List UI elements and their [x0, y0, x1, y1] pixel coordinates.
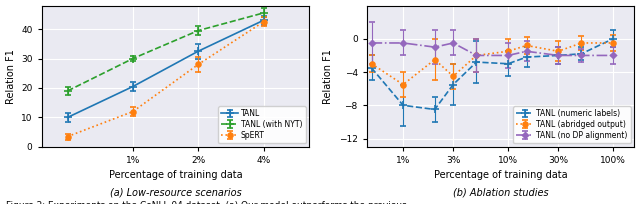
- X-axis label: Percentage of training data: Percentage of training data: [109, 171, 243, 181]
- Legend: TANL (numeric labels), TANL (abridged output), TANL (no DP alignment): TANL (numeric labels), TANL (abridged ou…: [513, 106, 630, 143]
- Legend: TANL, TANL (with NYT), SpERT: TANL, TANL (with NYT), SpERT: [218, 106, 305, 143]
- Text: (a) Low-resource scenarios: (a) Low-resource scenarios: [109, 188, 241, 198]
- Text: Figure 2: Experiments on the CoNLL 04 dataset. (a) Our model outperforms the pre: Figure 2: Experiments on the CoNLL 04 da…: [6, 201, 407, 204]
- Text: (b) Ablation studies: (b) Ablation studies: [452, 188, 548, 198]
- Y-axis label: Relation F1: Relation F1: [6, 49, 15, 104]
- X-axis label: Percentage of training data: Percentage of training data: [434, 171, 568, 181]
- Y-axis label: Relation F1: Relation F1: [323, 49, 333, 104]
